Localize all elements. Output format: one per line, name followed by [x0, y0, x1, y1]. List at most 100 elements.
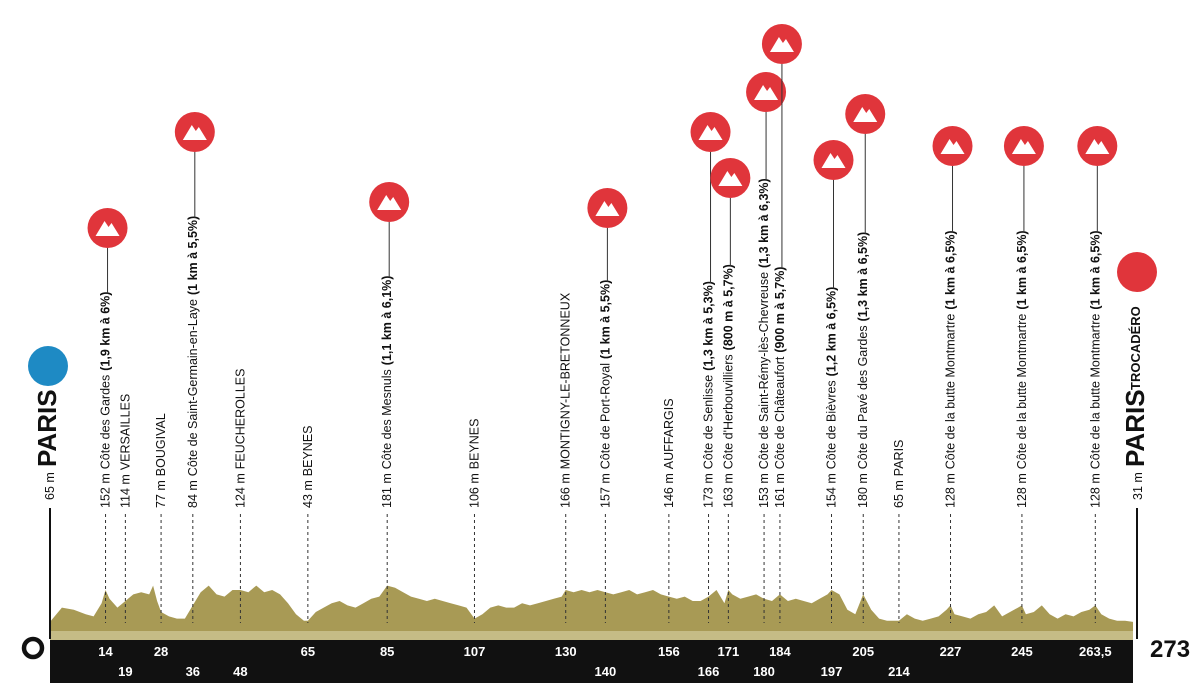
waypoint-label: 128 m Côte de la butte Montmartre (1 km à … — [944, 230, 958, 508]
total-distance-label: 273 — [1150, 636, 1190, 663]
waypoint-altitude: 161 m — [773, 473, 787, 508]
profile-ground-strip — [50, 631, 1133, 641]
waypoint-label: 43 m BEYNES — [301, 425, 315, 508]
waypoint-altitude: 106 m — [467, 473, 481, 508]
waypoint-name: Côte de Port-Royal — [598, 363, 612, 469]
km-tick-top: 28 — [154, 644, 168, 659]
elevation-profile-area — [50, 585, 1133, 639]
waypoint-name: MONTIGNY-LE-BRETONNEUX — [559, 292, 573, 469]
km-tick-bottom: 214 — [888, 664, 910, 679]
waypoint-altitude: 65 m — [892, 480, 906, 508]
waypoint-label: 77 m BOUGIVAL — [154, 413, 168, 508]
climb-detail: (1 km à 6,5%) — [944, 230, 958, 309]
waypoint-altitude: 163 m — [721, 473, 735, 508]
waypoint-label: 84 m Côte de Saint-Germain-en-Laye (1 km à… — [186, 216, 200, 508]
climb-detail: (1 km à 5,5%) — [186, 216, 200, 295]
mountain-icon — [853, 107, 878, 122]
start-finish-group: 65 m PARIS 31 m PARIS TROCADÉRO — [28, 252, 1157, 639]
mountain-icon — [182, 125, 207, 140]
mountain-icon — [754, 85, 779, 100]
waypoint-name: BEYNES — [467, 419, 481, 470]
km-tick-bottom: 48 — [233, 664, 247, 679]
km-tick-top: 245 — [1011, 644, 1033, 659]
waypoint-label: 128 m Côte de la butte Montmartre (1 km à … — [1088, 230, 1102, 508]
waypoint-label: 163 m Côte d'Herbouvilliers (800 m à 5,7%) — [721, 264, 735, 508]
finish-subtitle: TROCADÉRO — [1128, 306, 1143, 390]
waypoint-altitude: 128 m — [1088, 473, 1102, 508]
climb-detail: (1,3 km à 6,5%) — [856, 232, 870, 322]
climb-detail: (1 km à 6,5%) — [1088, 230, 1102, 309]
km-tick-top: 130 — [555, 644, 577, 659]
waypoint-altitude: 124 m — [233, 473, 247, 508]
mountain-icon — [769, 37, 794, 52]
mountain-icon — [1011, 139, 1036, 154]
waypoint-label: 166 m MONTIGNY-LE-BRETONNEUX — [559, 292, 573, 508]
waypoint-name: Côte de Senlisse — [702, 375, 716, 470]
mountain-icon — [1085, 139, 1110, 154]
climb-detail: (800 m à 5,7%) — [721, 264, 735, 350]
waypoint-altitude: 181 m — [380, 473, 394, 508]
mountain-icon — [821, 153, 846, 168]
km-tick-top: 171 — [718, 644, 740, 659]
waypoint-name: FEUCHEROLLES — [233, 369, 247, 470]
waypoint-name: Côte du Pavé des Gardes — [856, 325, 870, 469]
waypoint-name: Côte de Saint-Germain-en-Laye — [186, 299, 200, 476]
start-km-zero-marker — [21, 636, 45, 660]
mountain-icon — [377, 195, 402, 210]
km-tick-bottom: 180 — [753, 664, 775, 679]
waypoint-altitude: 153 m — [757, 473, 771, 508]
waypoint-altitude: 180 m — [856, 473, 870, 508]
waypoint-altitude: 152 m — [99, 473, 113, 508]
waypoint-altitude: 128 m — [944, 473, 958, 508]
profile-group — [50, 585, 1133, 641]
mountain-icon — [698, 125, 723, 140]
climb-detail: (1 km à 5,5%) — [598, 280, 612, 359]
start-marker-icon — [28, 346, 68, 386]
mountain-icon — [718, 171, 743, 186]
km-tick-top: 205 — [852, 644, 874, 659]
waypoint-label: 114 m VERSAILLES — [118, 394, 132, 508]
km-tick-top: 65 — [301, 644, 315, 659]
waypoints-group: 152 m Côte des Gardes (1,9 km à 6%) 114 m VE… — [87, 24, 1118, 623]
climb-detail: (1,1 km à 6,1%) — [380, 276, 394, 366]
climb-detail: (1,2 km à 6,5%) — [825, 287, 839, 377]
waypoint-altitude: 173 m — [702, 473, 716, 508]
km-tick-top: 107 — [464, 644, 486, 659]
waypoint-label: 157 m Côte de Port-Royal (1 km à 5,5%) — [598, 280, 612, 508]
waypoint-name: Côte de Châteaufort — [773, 356, 787, 469]
km-tick-bottom: 166 — [698, 664, 720, 679]
waypoint-altitude: 77 m — [154, 480, 168, 508]
waypoint-label: 180 m Côte du Pavé des Gardes (1,3 km à 6,… — [856, 232, 870, 508]
waypoint-altitude: 114 m — [118, 474, 132, 508]
waypoint-name: Côte de Saint-Rémy-lès-Chevreuse — [757, 272, 771, 469]
km-tick-bottom: 197 — [821, 664, 843, 679]
waypoint-name: Côte de la butte Montmartre — [944, 314, 958, 470]
waypoint-altitude: 43 m — [301, 480, 315, 508]
km-tick-bottom: 19 — [118, 664, 132, 679]
km-band-group: 273 14 28 65 85 107 130 156 171 184 205 227 245 263,5… — [21, 636, 1190, 683]
waypoint-altitude: 84 m — [186, 480, 200, 508]
waypoint-label: 153 m Côte de Saint-Rémy-lès-Chevreuse (1,… — [757, 178, 771, 508]
waypoint-label: 106 m BEYNES — [467, 419, 481, 508]
climb-detail: (1,3 km à 6,3%) — [757, 178, 771, 268]
waypoint-name: VERSAILLES — [118, 394, 132, 470]
waypoint-altitude: 154 m — [825, 473, 839, 508]
waypoint-name: Côte de la butte Montmartre — [1015, 314, 1029, 470]
waypoint-label: 161 m Côte de Châteaufort (900 m à 5,7%) — [773, 267, 787, 509]
waypoint-name: Côte de Bièvres — [825, 380, 839, 469]
waypoint-altitude: 166 m — [559, 473, 573, 508]
mountain-icon — [595, 201, 620, 216]
finish-marker-icon — [1117, 252, 1157, 292]
waypoint-name: Côte de la butte Montmartre — [1088, 314, 1102, 470]
finish-altitude: 31 m — [1131, 472, 1145, 500]
waypoint-label: 154 m Côte de Bièvres (1,2 km à 6,5%) — [825, 287, 839, 508]
climb-detail: (1,9 km à 6%) — [99, 292, 113, 371]
km-band — [50, 640, 1133, 683]
waypoint-altitude: 157 m — [598, 473, 612, 508]
climb-detail: (1,3 km à 5,3%) — [702, 281, 716, 371]
waypoint-name: BEYNES — [301, 425, 315, 476]
km-tick-top: 184 — [769, 644, 791, 659]
waypoint-name: PARIS — [892, 440, 906, 477]
start-city: PARIS — [32, 389, 62, 467]
